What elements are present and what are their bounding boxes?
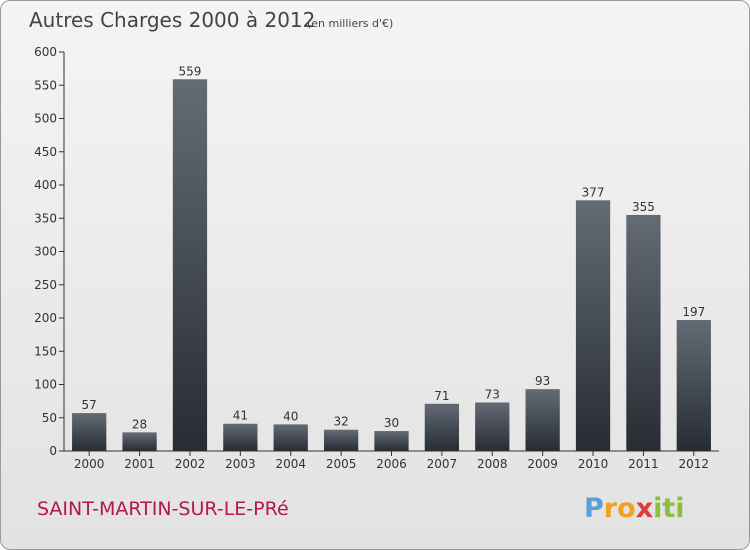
x-tick-label-2006: 2006 bbox=[376, 457, 407, 471]
bar-2007 bbox=[424, 403, 460, 451]
bar-2008 bbox=[475, 402, 510, 451]
commune-name: SAINT-MARTIN-SUR-LE-PRé bbox=[37, 498, 289, 520]
x-tick-label-2008: 2008 bbox=[477, 457, 508, 471]
data-label-2011: 355 bbox=[632, 200, 655, 214]
y-tick-label: 450 bbox=[34, 145, 57, 159]
logo-letter: r bbox=[604, 493, 618, 524]
data-label-2002: 559 bbox=[179, 64, 202, 78]
bars: 57 28 559 41 40 32 30 71 73 93 377 355 197 bbox=[72, 64, 711, 451]
y-axis: 0 50 100 150 200 250 300 350 400 450 500 550 600 bbox=[34, 45, 65, 458]
data-label-2001: 28 bbox=[132, 417, 147, 431]
data-label-2006: 30 bbox=[384, 416, 399, 430]
x-tick-label-2000: 2000 bbox=[74, 457, 105, 471]
proxiti-logo: Proxiti bbox=[584, 493, 685, 524]
x-tick-label-2005: 2005 bbox=[326, 457, 357, 471]
data-label-2010: 377 bbox=[582, 185, 605, 199]
y-tick-label: 600 bbox=[34, 45, 57, 59]
bar-2005 bbox=[323, 429, 359, 451]
y-tick-label: 100 bbox=[34, 378, 57, 392]
logo-letter: P bbox=[584, 493, 604, 524]
y-tick-label: 250 bbox=[34, 278, 57, 292]
bar-2004 bbox=[273, 424, 308, 451]
logo-letter: i bbox=[675, 493, 684, 524]
y-tick-label: 500 bbox=[34, 112, 57, 126]
x-tick-label-2007: 2007 bbox=[427, 457, 458, 471]
data-label-2005: 32 bbox=[333, 415, 348, 429]
y-tick-label: 350 bbox=[34, 211, 57, 225]
chart-title: Autres Charges 2000 à 2012 bbox=[29, 8, 315, 32]
x-tick-label-2009: 2009 bbox=[527, 457, 558, 471]
data-label-2003: 41 bbox=[233, 409, 248, 423]
x-tick-label-2011: 2011 bbox=[628, 457, 659, 471]
chart-subtitle: (en milliers d'€) bbox=[307, 17, 393, 30]
bar-2009 bbox=[525, 389, 560, 451]
y-tick-label: 0 bbox=[49, 444, 57, 458]
x-tick-label-2010: 2010 bbox=[578, 457, 609, 471]
logo-letter: t bbox=[662, 493, 675, 524]
logo-letter: i bbox=[653, 493, 662, 524]
data-label-2012: 197 bbox=[682, 305, 705, 319]
x-tick-label-2002: 2002 bbox=[175, 457, 206, 471]
bar-2003 bbox=[223, 423, 258, 451]
logo-letter: o bbox=[617, 493, 636, 524]
y-tick-label: 50 bbox=[42, 411, 57, 425]
logo-letter: x bbox=[636, 493, 653, 524]
bar-2010 bbox=[575, 200, 611, 451]
y-tick-label: 300 bbox=[34, 245, 57, 259]
y-tick-label: 200 bbox=[34, 311, 57, 325]
data-label-2008: 73 bbox=[485, 387, 500, 401]
y-tick-label: 400 bbox=[34, 178, 57, 192]
y-tick-label: 550 bbox=[34, 78, 57, 92]
data-label-2009: 93 bbox=[535, 374, 550, 388]
data-label-2000: 57 bbox=[82, 398, 97, 412]
x-tick-label-2001: 2001 bbox=[124, 457, 155, 471]
bar-2001 bbox=[122, 432, 157, 451]
bar-2000 bbox=[72, 413, 107, 451]
bar-2006 bbox=[374, 431, 409, 451]
x-axis: 2000 2001 2002 2003 2004 2005 2006 2007 2008 2009… bbox=[64, 450, 719, 471]
bar-2011 bbox=[626, 214, 661, 451]
x-tick-label-2012: 2012 bbox=[679, 457, 710, 471]
bar-2012 bbox=[676, 319, 711, 451]
data-label-2007: 71 bbox=[434, 389, 449, 403]
x-tick-label-2003: 2003 bbox=[225, 457, 256, 471]
y-tick-label: 150 bbox=[34, 344, 57, 358]
data-label-2004: 40 bbox=[283, 409, 298, 423]
x-tick-label-2004: 2004 bbox=[275, 457, 306, 471]
bar-2002 bbox=[172, 79, 208, 451]
